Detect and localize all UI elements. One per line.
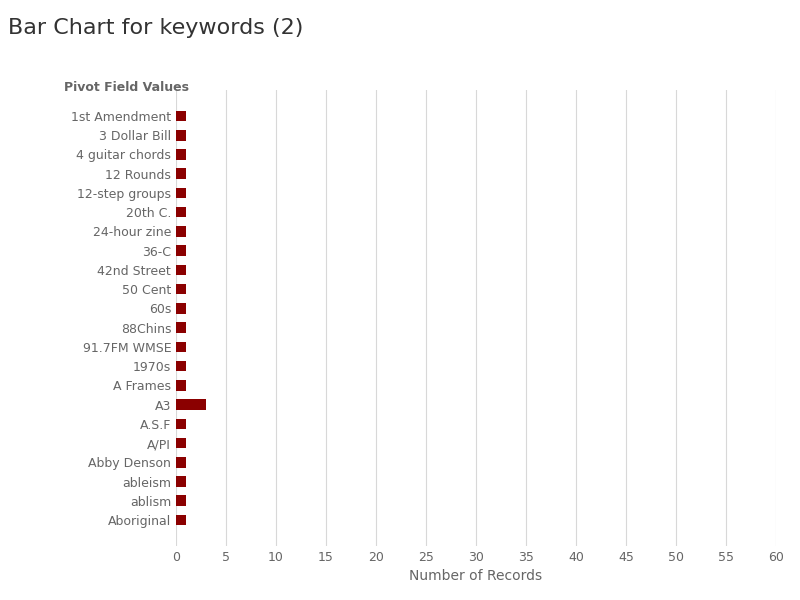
Bar bbox=[176, 457, 186, 467]
Text: Pivot Field Values: Pivot Field Values bbox=[64, 81, 189, 94]
Bar bbox=[176, 265, 186, 275]
Bar bbox=[176, 496, 186, 506]
Bar bbox=[176, 515, 186, 525]
Bar bbox=[176, 419, 186, 429]
Bar bbox=[176, 322, 186, 333]
X-axis label: Number of Records: Number of Records bbox=[410, 569, 542, 583]
Bar bbox=[176, 341, 186, 352]
Bar bbox=[176, 245, 186, 256]
Bar bbox=[176, 188, 186, 198]
Text: Bar Chart for keywords (2): Bar Chart for keywords (2) bbox=[8, 18, 303, 38]
Bar bbox=[176, 169, 186, 179]
Bar bbox=[176, 130, 186, 140]
Bar bbox=[176, 438, 186, 448]
Bar bbox=[176, 303, 186, 314]
Bar bbox=[176, 111, 186, 121]
Bar bbox=[176, 361, 186, 371]
Bar bbox=[176, 476, 186, 487]
Bar bbox=[176, 284, 186, 295]
Bar bbox=[176, 226, 186, 237]
Bar bbox=[176, 149, 186, 160]
Bar bbox=[176, 399, 206, 410]
Bar bbox=[176, 207, 186, 217]
Bar bbox=[176, 380, 186, 391]
